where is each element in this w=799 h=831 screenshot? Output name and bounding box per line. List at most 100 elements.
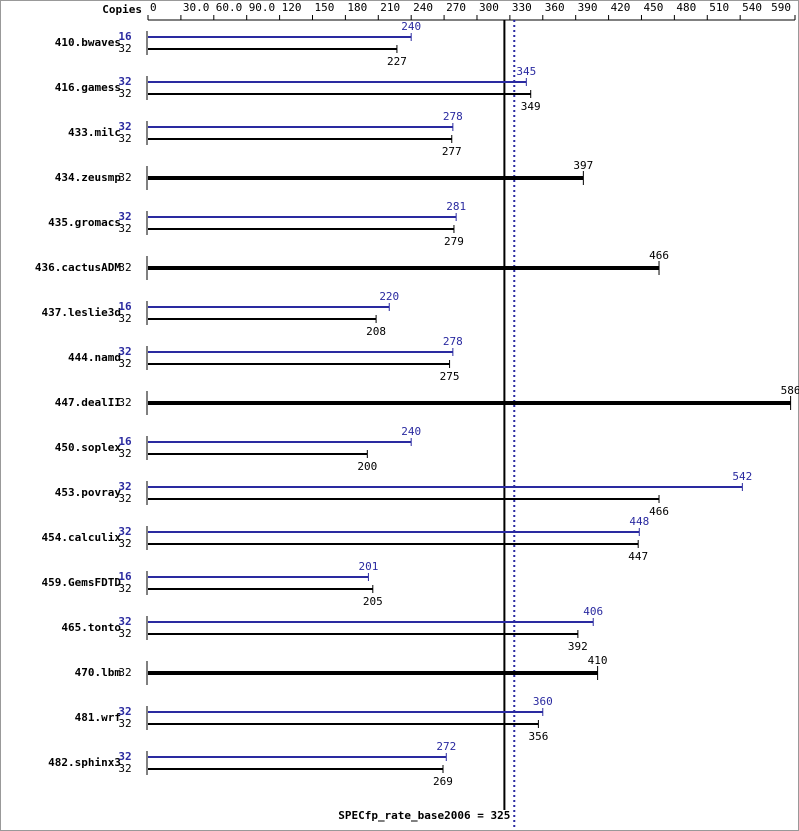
copies-label: 32	[118, 537, 131, 550]
benchmark-label: 465.tonto	[61, 621, 121, 634]
value-label: 447	[628, 550, 648, 563]
value-label: 586	[781, 384, 799, 397]
bar	[148, 543, 639, 545]
value-label: 201	[358, 560, 378, 573]
value-label: 356	[528, 730, 548, 743]
x-tick-label: 30.0	[183, 1, 210, 14]
copies-label: 32	[118, 171, 131, 184]
bar	[148, 621, 594, 623]
bar	[148, 633, 578, 635]
bar	[148, 576, 369, 578]
x-tick-label: 330	[512, 1, 532, 14]
value-label: 397	[573, 159, 593, 172]
copies-label: 32	[118, 717, 131, 730]
value-label: 220	[379, 290, 399, 303]
copies-label: 32	[118, 627, 131, 640]
benchmark-label: 410.bwaves	[55, 36, 121, 49]
value-label: 272	[436, 740, 456, 753]
x-tick-label: 420	[611, 1, 631, 14]
value-label: 227	[387, 55, 407, 68]
copies-label: 32	[118, 447, 131, 460]
copies-label: 32	[118, 492, 131, 505]
value-label: 279	[444, 235, 464, 248]
benchmark-label: 453.povray	[55, 486, 122, 499]
x-tick-label: 390	[578, 1, 598, 14]
copies-label: 32	[118, 666, 131, 679]
value-label: 448	[629, 515, 649, 528]
copies-label: 32	[118, 525, 131, 538]
copies-label: 16	[118, 300, 132, 313]
value-label: 275	[440, 370, 460, 383]
copies-label: 16	[118, 570, 132, 583]
copies-label: 16	[118, 30, 132, 43]
bar	[148, 588, 373, 590]
x-tick-label: 480	[676, 1, 696, 14]
copies-label: 32	[118, 705, 131, 718]
bar	[148, 351, 453, 353]
copies-label: 16	[118, 435, 132, 448]
bar	[148, 266, 660, 270]
copies-label: 32	[118, 261, 131, 274]
bar	[148, 138, 452, 140]
bar	[148, 81, 527, 83]
bar	[148, 711, 543, 713]
bar	[148, 453, 368, 455]
x-tick-label: 270	[446, 1, 466, 14]
x-tick-label: 60.0	[216, 1, 243, 14]
value-label: 410	[588, 654, 608, 667]
copies-label: 32	[118, 480, 131, 493]
copies-label: 32	[118, 222, 131, 235]
copies-label: 32	[118, 750, 131, 763]
copies-label: 32	[118, 132, 131, 145]
value-label: 360	[533, 695, 553, 708]
value-label: 345	[516, 65, 536, 78]
benchmark-label: 447.dealII	[55, 396, 121, 409]
copies-header: Copies	[102, 3, 142, 16]
bar	[148, 93, 531, 95]
bar	[148, 531, 640, 533]
value-label: 278	[443, 335, 463, 348]
bar	[148, 498, 660, 500]
value-label: 542	[732, 470, 752, 483]
x-tick-label: 150	[314, 1, 334, 14]
benchmark-label: 481.wrf	[75, 711, 121, 724]
value-label: 406	[583, 605, 603, 618]
x-tick-label: 120	[282, 1, 302, 14]
x-tick-label: 240	[413, 1, 433, 14]
bar	[148, 318, 377, 320]
value-label: 269	[433, 775, 453, 788]
bar	[148, 36, 412, 38]
x-tick-label: 360	[545, 1, 565, 14]
value-label: 208	[366, 325, 386, 338]
bar	[148, 176, 584, 180]
bar	[148, 48, 397, 50]
bar	[148, 486, 743, 488]
copies-label: 32	[118, 87, 131, 100]
value-label: 200	[357, 460, 377, 473]
value-label: 240	[401, 425, 421, 438]
copies-label: 32	[118, 582, 131, 595]
copies-label: 32	[118, 345, 131, 358]
value-label: 205	[363, 595, 383, 608]
bar	[148, 401, 791, 405]
x-tick-label: 300	[479, 1, 499, 14]
x-tick-label: 540	[742, 1, 762, 14]
copies-label: 32	[118, 120, 131, 133]
copies-label: 32	[118, 396, 131, 409]
benchmark-label: 436.cactusADM	[35, 261, 121, 274]
bar	[148, 756, 447, 758]
copies-label: 32	[118, 615, 131, 628]
bar	[148, 126, 453, 128]
bar	[148, 671, 598, 675]
bar	[148, 768, 443, 770]
value-label: 281	[446, 200, 466, 213]
benchmark-label: 450.soplex	[55, 441, 122, 454]
benchmark-label: 454.calculix	[42, 531, 122, 544]
copies-label: 32	[118, 42, 131, 55]
value-label: 349	[521, 100, 541, 113]
benchmark-label: 433.milc	[68, 126, 121, 139]
x-tick-label: 90.0	[249, 1, 276, 14]
value-label: 392	[568, 640, 588, 653]
bar	[148, 441, 412, 443]
